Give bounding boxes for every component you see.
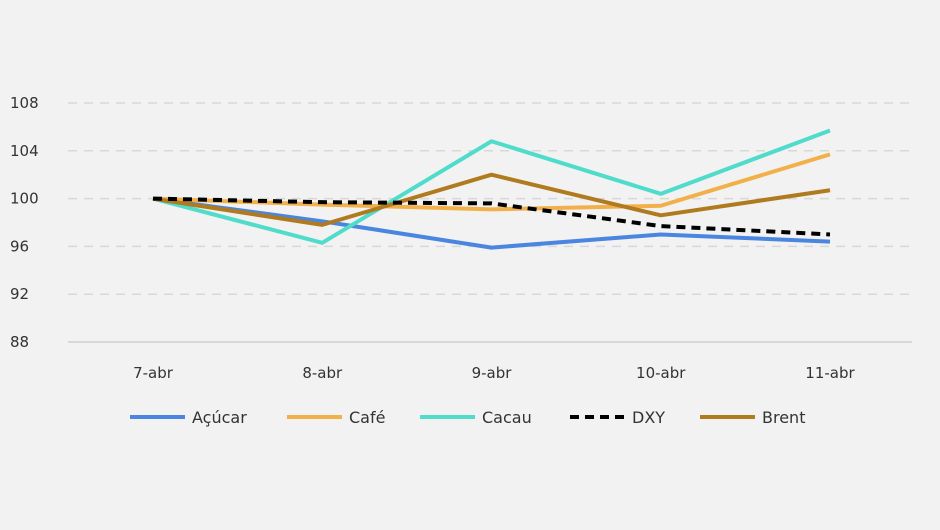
y-tick-label: 104: [10, 142, 39, 160]
legend-label: Açúcar: [192, 408, 247, 427]
y-tick-label: 108: [10, 94, 39, 112]
series-line-brent: [152, 172, 831, 227]
series-line-cacau: [152, 128, 831, 245]
series-line-açúcar: [152, 196, 831, 250]
legend-label: Café: [349, 408, 385, 427]
legend-label: Cacau: [482, 408, 532, 427]
x-tick-label: 10-abr: [636, 364, 686, 382]
y-tick-label: 96: [10, 237, 29, 255]
legend-item: Açúcar: [130, 408, 247, 427]
legend-item: Café: [287, 408, 385, 427]
legend-item: Brent: [700, 408, 805, 427]
series-line-café: [152, 152, 831, 212]
y-tick-label: 88: [10, 333, 29, 351]
y-tick-label: 92: [10, 285, 29, 303]
x-tick-label: 11-abr: [805, 364, 855, 382]
x-tick-label: 7-abr: [133, 364, 174, 382]
series-line-dxy: [152, 196, 831, 237]
legend-label: DXY: [632, 408, 665, 427]
legend-item: Cacau: [420, 408, 532, 427]
legend-label: Brent: [762, 408, 805, 427]
y-tick-label: 100: [10, 190, 39, 208]
x-tick-label: 8-abr: [302, 364, 343, 382]
x-tick-label: 9-abr: [472, 364, 513, 382]
legend-item: DXY: [570, 408, 665, 427]
